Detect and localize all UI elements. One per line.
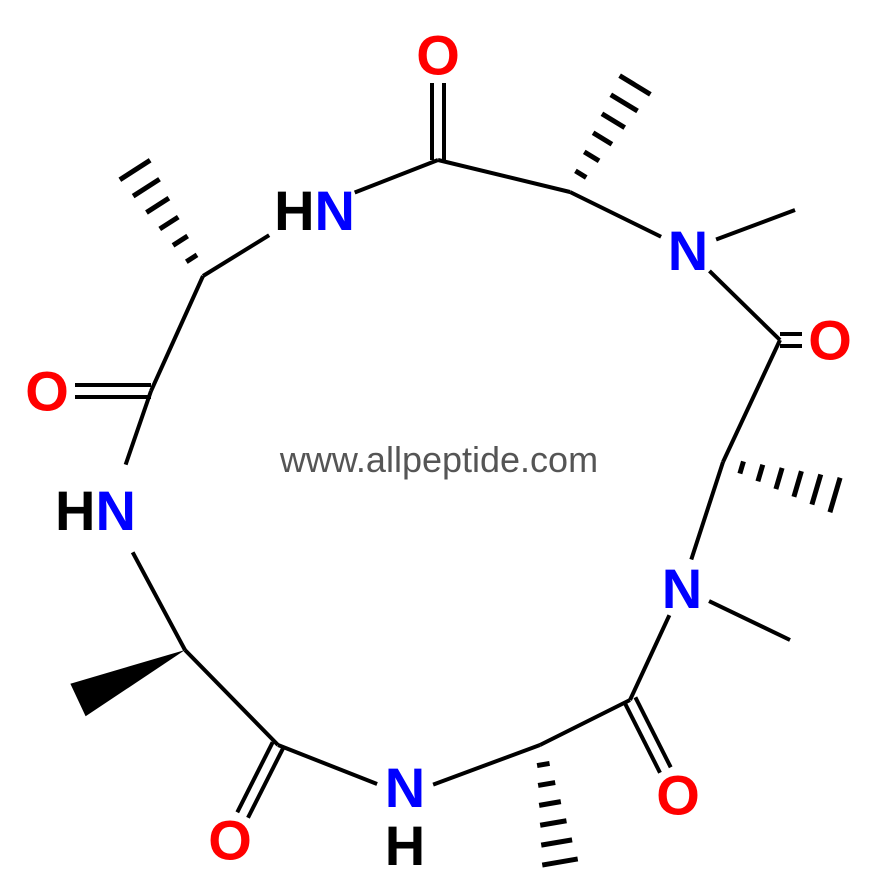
hash-wedge-segment <box>611 95 638 111</box>
molecule-diagram: OOOOOHNHNNHNNwww.allpeptide.com <box>0 0 878 892</box>
hash-wedge-segment <box>575 171 586 178</box>
nitrogen-atom-label: N <box>385 756 425 819</box>
ring-bond <box>355 160 438 193</box>
nitrogen-atom-label: N <box>662 557 702 620</box>
ring-bond <box>438 160 570 192</box>
solid-wedge <box>70 650 185 716</box>
hash-wedge-segment <box>186 255 197 262</box>
watermark-text: www.allpeptide.com <box>279 439 598 480</box>
hash-wedge-segment <box>146 198 168 212</box>
ring-bond <box>278 745 377 784</box>
ring-bond <box>709 271 780 340</box>
hash-wedge-segment <box>794 471 802 497</box>
hash-wedge-segment <box>173 236 188 245</box>
ring-bond <box>540 700 630 745</box>
ring-bond <box>151 276 203 391</box>
hash-wedge-segment <box>758 465 763 482</box>
hash-wedge-segment <box>593 133 612 144</box>
hash-wedge-segment <box>541 840 572 845</box>
ring-bond <box>126 391 151 465</box>
oxygen-atom-label: O <box>656 764 700 827</box>
hash-wedge-segment <box>830 478 840 513</box>
hash-wedge-segment <box>538 783 555 786</box>
oxygen-atom-label: O <box>808 309 852 372</box>
ring-bond <box>433 745 540 785</box>
ring-bond <box>570 192 661 237</box>
hash-wedge-segment <box>160 217 179 229</box>
hash-wedge-segment <box>602 114 625 128</box>
hash-wedge-segment <box>620 76 651 95</box>
nitrogen-atom-label: N <box>668 219 708 282</box>
ring-bond <box>203 235 269 276</box>
oxygen-atom-label: O <box>25 360 69 423</box>
hash-wedge-segment <box>120 160 150 179</box>
hash-wedge-segment <box>812 474 821 504</box>
hash-wedge-segment <box>740 461 744 473</box>
ring-bond <box>723 340 780 462</box>
hash-wedge-segment <box>584 152 599 161</box>
nitrogen-atom-label: HN <box>55 479 136 542</box>
ring-bond <box>185 650 278 745</box>
ring-bond <box>133 552 185 650</box>
ring-bond <box>691 462 723 559</box>
hydrogen-atom-label: H <box>385 814 425 877</box>
hash-wedge-segment <box>776 468 782 489</box>
hash-wedge-segment <box>542 859 577 865</box>
hash-wedge-segment <box>537 763 549 765</box>
n-methyl-bond <box>709 601 790 640</box>
oxygen-atom-label: O <box>416 24 460 87</box>
hash-wedge-segment <box>540 821 566 825</box>
oxygen-atom-label: O <box>208 809 252 872</box>
hash-wedge-segment <box>539 802 561 806</box>
n-methyl-bond <box>716 210 795 239</box>
nitrogen-atom-label: HN <box>274 179 355 242</box>
hash-wedge-segment <box>133 179 159 196</box>
ring-bond <box>630 615 669 700</box>
